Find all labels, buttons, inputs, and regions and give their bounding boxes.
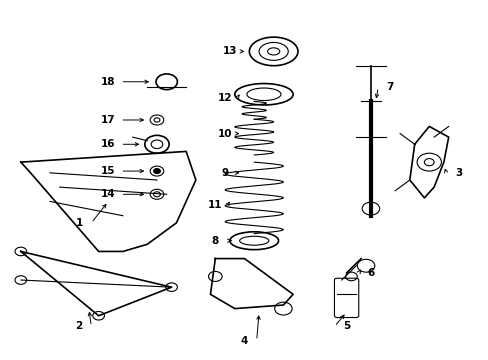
Text: 17: 17 xyxy=(101,115,116,125)
Text: 14: 14 xyxy=(101,189,116,199)
Text: 5: 5 xyxy=(342,321,349,332)
Text: 7: 7 xyxy=(386,82,393,92)
Text: 12: 12 xyxy=(217,93,232,103)
Text: 1: 1 xyxy=(76,218,82,228)
Text: 4: 4 xyxy=(240,336,248,346)
Text: 13: 13 xyxy=(222,46,237,57)
Text: 18: 18 xyxy=(101,77,115,87)
Text: 9: 9 xyxy=(221,168,228,178)
Circle shape xyxy=(153,168,160,174)
Text: 11: 11 xyxy=(208,200,222,210)
Text: 15: 15 xyxy=(101,166,115,176)
Text: 16: 16 xyxy=(101,139,115,149)
Text: 8: 8 xyxy=(211,236,219,246)
Text: 2: 2 xyxy=(76,321,82,332)
Text: 6: 6 xyxy=(366,268,374,278)
Text: 10: 10 xyxy=(217,129,232,139)
Text: 3: 3 xyxy=(454,168,461,178)
